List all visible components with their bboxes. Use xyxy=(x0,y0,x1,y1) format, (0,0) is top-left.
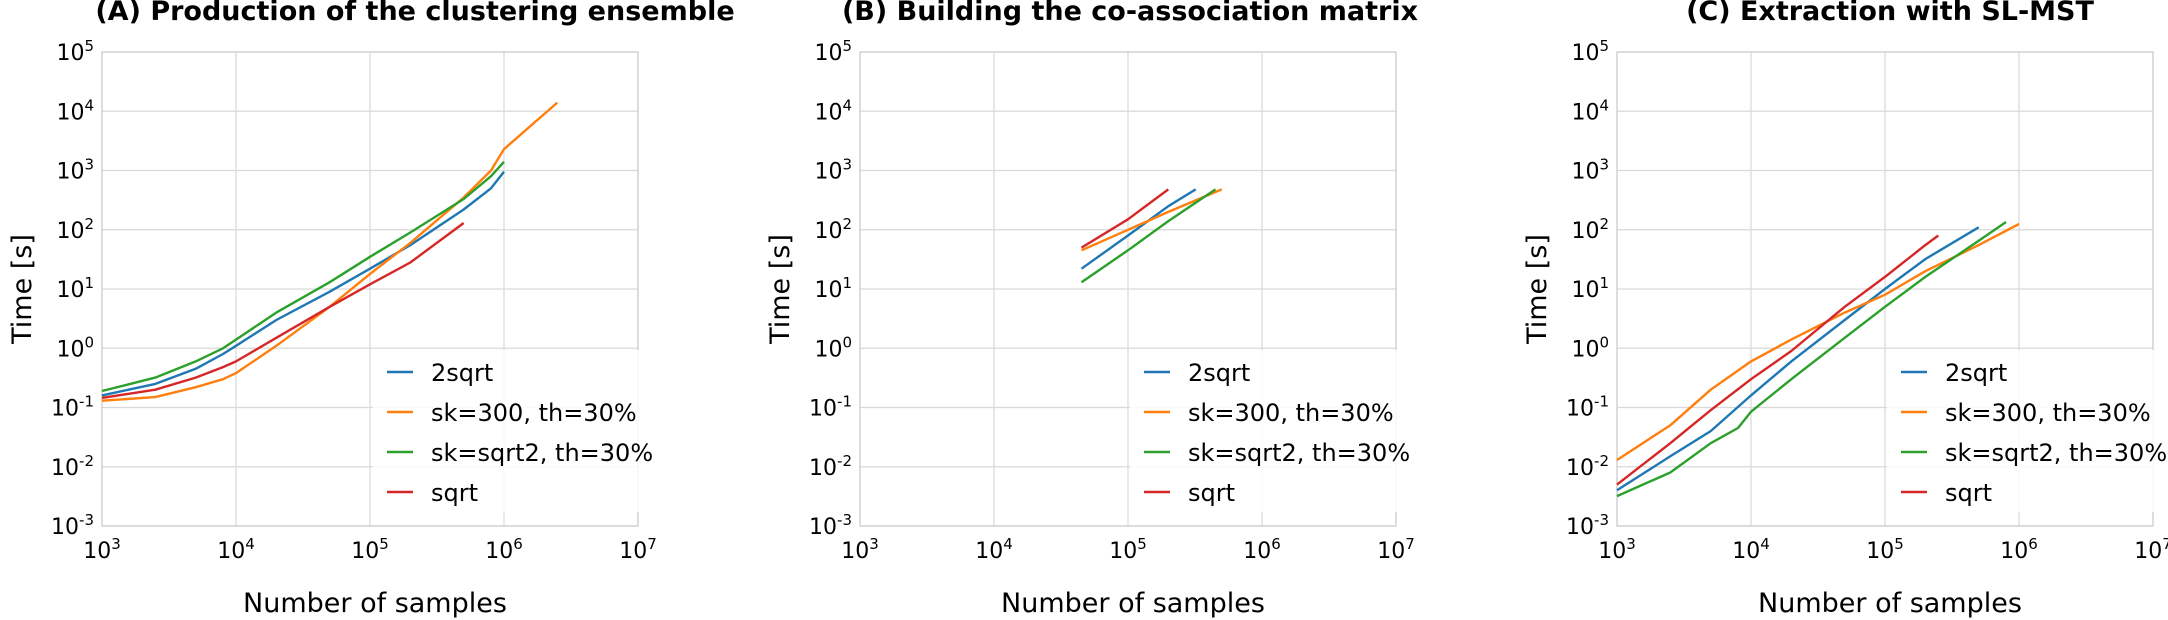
x-tick-label: 104 xyxy=(217,535,255,564)
y-tick-label: 10-1 xyxy=(51,393,94,422)
legend: 2sqrt sk=300, th=30% sk=sqrt2, th=30% sqrt xyxy=(1130,350,1410,512)
x-tick-label: 104 xyxy=(1732,535,1770,564)
chart-title: (B) Building the co-association matrix xyxy=(842,0,1418,27)
y-tick-label: 105 xyxy=(1571,37,1609,66)
y-tick-label: 10-3 xyxy=(1566,511,1609,540)
series-line-3 xyxy=(1080,188,1217,284)
plot-frame xyxy=(101,51,639,527)
x-tick-label: 106 xyxy=(485,535,523,564)
y-tick-label: 10-2 xyxy=(1566,452,1609,481)
series-line-1 xyxy=(1616,226,1980,492)
x-axis-label: Number of samples xyxy=(1001,588,1265,619)
x-tick-label: 106 xyxy=(2000,535,2038,564)
y-tick-label: 10-1 xyxy=(1566,393,1609,422)
series-line-2 xyxy=(1081,188,1223,252)
legend-label: sk=sqrt2, th=30% xyxy=(1945,439,2167,467)
y-axis-label: Time [s] xyxy=(1522,234,1553,345)
y-tick-label: 102 xyxy=(814,215,852,244)
legend-label: sk=sqrt2, th=30% xyxy=(1188,439,1410,467)
series-line-4 xyxy=(1080,188,1170,249)
plot-frame xyxy=(859,51,1397,527)
y-tick-label: 105 xyxy=(56,37,94,66)
series-line-3 xyxy=(101,160,505,393)
y-axis-label: Time [s] xyxy=(7,234,38,345)
y-tick-label: 104 xyxy=(814,96,852,125)
y-tick-label: 101 xyxy=(1571,274,1609,303)
y-tick-label: 10-2 xyxy=(51,452,94,481)
plot-frame xyxy=(1616,51,2154,527)
legend: 2sqrt sk=300, th=30% sk=sqrt2, th=30% sqrt xyxy=(1887,350,2167,512)
chart-title: (A) Production of the clustering ensembl… xyxy=(95,0,734,27)
x-axis-label: Number of samples xyxy=(1758,588,2022,619)
y-tick-label: 101 xyxy=(814,274,852,303)
series-line-4 xyxy=(1616,234,1940,486)
legend-label: 2sqrt xyxy=(1945,359,2007,387)
y-axis-label: Time [s] xyxy=(765,234,796,345)
chart-panel-2: 103 104 105 106 107 10-3 10-2 10-1 100 101 102 103 1… xyxy=(765,0,1418,619)
y-tick-label: 102 xyxy=(56,215,94,244)
series-line-1 xyxy=(1080,188,1197,270)
y-tick-label: 100 xyxy=(56,333,94,362)
legend-label: sk=sqrt2, th=30% xyxy=(431,439,653,467)
x-tick-label: 105 xyxy=(1109,535,1147,564)
legend-label: sk=300, th=30% xyxy=(1188,399,1394,427)
y-tick-label: 101 xyxy=(56,274,94,303)
legend-label: sqrt xyxy=(1945,479,1992,507)
y-tick-label: 102 xyxy=(1571,215,1609,244)
chart-panel-1: 103 104 105 106 107 10-3 10-2 10-1 100 101 102 103 1… xyxy=(7,0,735,619)
y-tick-label: 10-3 xyxy=(51,511,94,540)
x-tick-label: 103 xyxy=(83,535,121,564)
x-tick-label: 107 xyxy=(619,535,657,564)
legend-label: 2sqrt xyxy=(1188,359,1250,387)
legend: 2sqrt sk=300, th=30% sk=sqrt2, th=30% sqrt xyxy=(373,350,653,512)
legend-label: 2sqrt xyxy=(431,359,493,387)
series-line-3 xyxy=(1616,221,2007,498)
x-tick-label: 107 xyxy=(2134,535,2168,564)
y-tick-label: 103 xyxy=(56,156,94,185)
y-tick-label: 103 xyxy=(814,156,852,185)
chart-title: (C) Extraction with SL-MST xyxy=(1686,0,2094,27)
legend-box xyxy=(1130,350,1400,512)
legend-label: sk=300, th=30% xyxy=(1945,399,2151,427)
y-tick-label: 105 xyxy=(814,37,852,66)
y-tick-label: 10-1 xyxy=(809,393,852,422)
x-tick-label: 103 xyxy=(1598,535,1636,564)
legend-box xyxy=(1887,350,2157,512)
x-tick-label: 106 xyxy=(1243,535,1281,564)
legend-label: sqrt xyxy=(431,479,478,507)
x-tick-label: 107 xyxy=(1377,535,1415,564)
legend-box xyxy=(373,350,643,512)
chart-panel-3: 103 104 105 106 107 10-3 10-2 10-1 100 101 102 103 1… xyxy=(1522,0,2168,619)
series-line-1 xyxy=(101,171,505,397)
legend-label: sqrt xyxy=(1188,479,1235,507)
y-tick-label: 10-2 xyxy=(809,452,852,481)
y-tick-label: 10-3 xyxy=(809,511,852,540)
y-tick-label: 103 xyxy=(1571,156,1609,185)
x-axis-label: Number of samples xyxy=(243,588,507,619)
legend-label: sk=300, th=30% xyxy=(431,399,637,427)
x-tick-label: 104 xyxy=(975,535,1013,564)
y-tick-label: 104 xyxy=(1571,96,1609,125)
x-tick-label: 105 xyxy=(1866,535,1904,564)
x-tick-label: 105 xyxy=(351,535,389,564)
y-tick-label: 104 xyxy=(56,96,94,125)
x-tick-label: 103 xyxy=(841,535,879,564)
y-tick-label: 100 xyxy=(1571,333,1609,362)
y-tick-label: 100 xyxy=(814,333,852,362)
series-line-4 xyxy=(101,222,465,400)
